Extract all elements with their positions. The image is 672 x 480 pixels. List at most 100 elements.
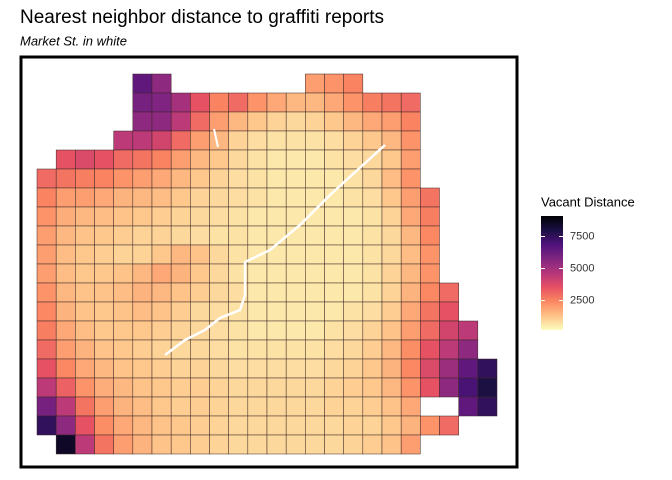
grid-cell bbox=[209, 92, 229, 113]
grid-cell bbox=[420, 263, 440, 284]
grid-cell bbox=[381, 130, 402, 151]
grid-cell bbox=[343, 339, 364, 360]
grid-cell bbox=[94, 225, 114, 246]
grid-cell bbox=[94, 206, 114, 227]
grid-cell bbox=[381, 396, 402, 417]
grid-cell bbox=[266, 396, 287, 417]
grid-cell bbox=[266, 301, 287, 322]
grid-cell bbox=[190, 358, 210, 379]
grid-cell bbox=[324, 73, 344, 94]
grid-cell bbox=[247, 415, 268, 436]
grid-cell bbox=[94, 434, 114, 455]
grid-cell bbox=[228, 168, 249, 189]
grid-cell bbox=[305, 111, 325, 132]
grid-cell bbox=[132, 263, 153, 284]
grid-cell bbox=[170, 244, 191, 265]
grid-cell bbox=[75, 282, 95, 303]
grid-cell bbox=[113, 358, 134, 379]
grid-cell bbox=[247, 282, 268, 303]
grid-cell bbox=[151, 263, 172, 284]
grid-cell bbox=[151, 206, 172, 227]
grid-cell bbox=[151, 282, 172, 303]
legend-colorbar bbox=[541, 216, 563, 330]
grid-cell bbox=[420, 339, 440, 360]
grid-cell bbox=[170, 187, 191, 208]
grid-cell bbox=[285, 396, 306, 417]
grid-cell bbox=[170, 377, 191, 398]
grid-cell bbox=[132, 358, 153, 379]
grid-cell bbox=[94, 358, 114, 379]
grid-cell bbox=[94, 377, 114, 398]
grid-cell bbox=[247, 206, 268, 227]
grid-cell bbox=[285, 358, 306, 379]
grid-cell bbox=[324, 415, 344, 436]
grid-cell bbox=[36, 263, 57, 284]
grid-cell bbox=[190, 263, 210, 284]
grid-cell bbox=[113, 377, 134, 398]
grid-cell bbox=[247, 358, 268, 379]
grid-cell bbox=[113, 168, 134, 189]
grid-cell bbox=[75, 225, 95, 246]
grid-cell bbox=[381, 206, 402, 227]
grid-cell bbox=[228, 415, 249, 436]
grid-cell bbox=[362, 377, 383, 398]
grid-cell bbox=[305, 301, 325, 322]
grid-cell bbox=[420, 225, 440, 246]
grid-cell bbox=[400, 415, 421, 436]
grid-cell bbox=[266, 434, 287, 455]
grid-cell bbox=[94, 320, 114, 341]
grid-cell bbox=[362, 111, 383, 132]
grid-cell bbox=[324, 149, 344, 170]
grid-cell bbox=[305, 377, 325, 398]
grid-cell bbox=[458, 339, 479, 360]
grid-cell bbox=[324, 111, 344, 132]
grid-cell bbox=[36, 244, 57, 265]
grid-cell bbox=[151, 358, 172, 379]
grid-cell bbox=[324, 396, 344, 417]
grid-cell bbox=[113, 149, 134, 170]
chart-subtitle: Market St. in white bbox=[20, 33, 127, 48]
grid-cell bbox=[362, 339, 383, 360]
legend-tick-label: 2500 bbox=[570, 294, 594, 306]
grid-cell bbox=[285, 282, 306, 303]
grid-cell bbox=[400, 244, 421, 265]
grid-cell bbox=[247, 434, 268, 455]
grid-cell bbox=[36, 377, 57, 398]
grid-cell bbox=[400, 187, 421, 208]
legend-title: Vacant Distance bbox=[541, 194, 635, 209]
grid-cell bbox=[362, 434, 383, 455]
grid-cell bbox=[400, 92, 421, 113]
grid-cell bbox=[209, 263, 229, 284]
grid-cell bbox=[36, 206, 57, 227]
grid-cell bbox=[266, 282, 287, 303]
grid-cell bbox=[343, 206, 364, 227]
grid-cell bbox=[381, 92, 402, 113]
grid-cell bbox=[343, 377, 364, 398]
grid-cell bbox=[305, 396, 325, 417]
grid-cell bbox=[305, 92, 325, 113]
grid-cell bbox=[190, 225, 210, 246]
grid-cell bbox=[75, 206, 95, 227]
grid-cell bbox=[190, 206, 210, 227]
grid-cell bbox=[324, 434, 344, 455]
grid-cell bbox=[151, 168, 172, 189]
grid-cell bbox=[420, 244, 440, 265]
grid-cell bbox=[55, 206, 76, 227]
grid-cell bbox=[132, 130, 153, 151]
grid-cell bbox=[132, 282, 153, 303]
grid-cell bbox=[113, 263, 134, 284]
grid-cell bbox=[151, 434, 172, 455]
grid-cell bbox=[247, 92, 268, 113]
grid-cell bbox=[228, 339, 249, 360]
grid-cell bbox=[285, 244, 306, 265]
grid-cell bbox=[285, 111, 306, 132]
grid-cell bbox=[305, 339, 325, 360]
grid-cell bbox=[362, 320, 383, 341]
grid-cell bbox=[420, 206, 440, 227]
grid-cell bbox=[75, 415, 95, 436]
grid-cell bbox=[190, 130, 210, 151]
grid-cell bbox=[439, 415, 459, 436]
grid-cell bbox=[266, 187, 287, 208]
grid-cell bbox=[55, 301, 76, 322]
grid-cell bbox=[170, 225, 191, 246]
